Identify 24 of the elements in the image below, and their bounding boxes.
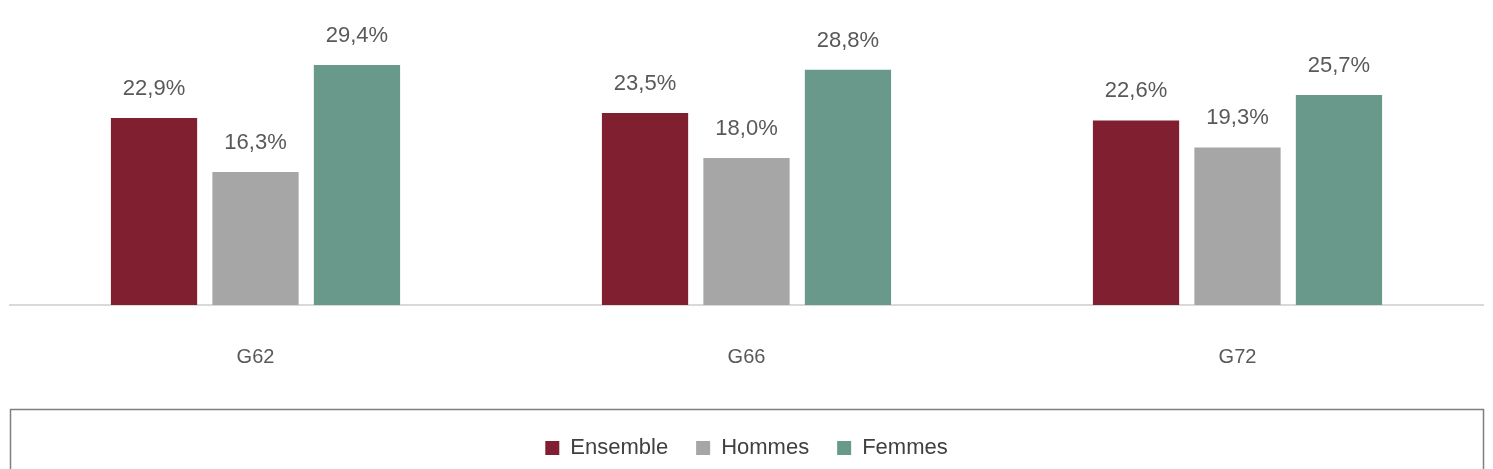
- bar: [1092, 120, 1180, 305]
- bar: [110, 117, 198, 305]
- legend-label: Hommes: [721, 434, 810, 460]
- bar: [313, 64, 401, 305]
- data-label: 18,0%: [715, 115, 778, 141]
- data-label: 23,5%: [613, 70, 677, 96]
- data-label: 22,6%: [1104, 77, 1168, 103]
- bar: [212, 171, 299, 305]
- bar: [1194, 147, 1281, 305]
- data-label: 16,3%: [224, 128, 287, 154]
- x-tick-label: G72: [1218, 344, 1257, 367]
- bar: [601, 113, 689, 305]
- bar: [1295, 95, 1383, 305]
- x-tick-label: G62: [236, 344, 275, 367]
- data-label: 28,8%: [816, 26, 880, 52]
- data-label: 22,9%: [122, 75, 186, 101]
- legend-label: Ensemble: [570, 434, 669, 460]
- legend-label: Femmes: [862, 434, 948, 460]
- data-label: 29,4%: [325, 21, 389, 47]
- bar: [804, 69, 892, 305]
- data-label: 25,7%: [1307, 52, 1371, 78]
- x-tick-label: G66: [727, 344, 766, 367]
- data-label: 19,3%: [1206, 104, 1269, 130]
- bar: [703, 158, 790, 305]
